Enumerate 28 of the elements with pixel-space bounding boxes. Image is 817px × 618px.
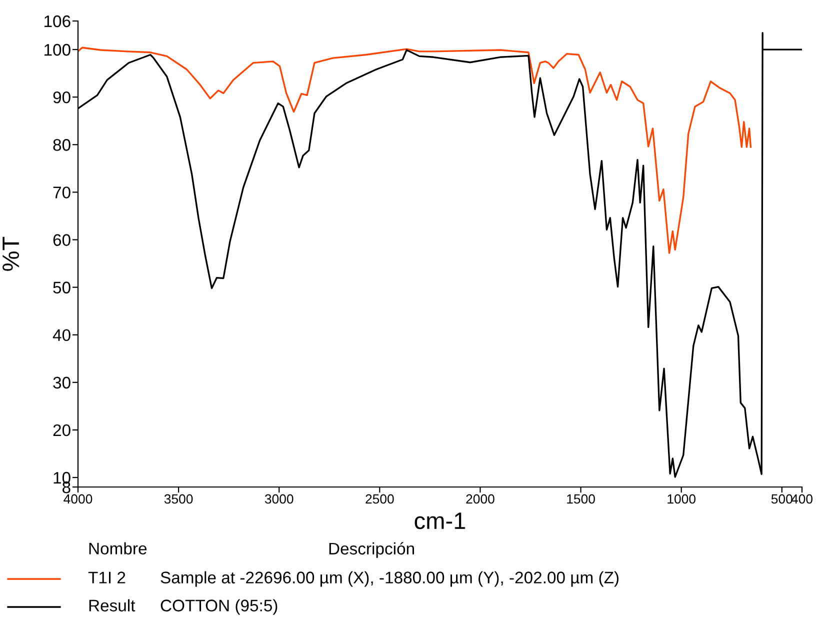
text: COTTON (95:5)	[160, 599, 278, 615]
y-tick-label: 50	[53, 282, 70, 294]
y-tick-label: 70	[53, 186, 70, 198]
x-tick-label: 2500	[366, 494, 394, 504]
y-tick-label: 40	[52, 329, 70, 342]
legend-label: T1I 2	[88, 572, 126, 584]
legend-label: Result	[89, 599, 136, 612]
legend-title: Nombre	[89, 542, 147, 554]
y-axis-title: %T	[2, 236, 20, 271]
x-tick-label: 3500	[164, 494, 193, 504]
text: Sample at -22696.00 µm (X), -1880.00 µm (Y), -202.00 µm (Z)	[160, 571, 619, 587]
x-tick-label: 2000	[466, 494, 494, 504]
y-tick-label: 20	[53, 424, 70, 436]
x-axis-title: cm-1	[414, 512, 466, 530]
y-tick-label: 106	[44, 15, 70, 28]
x-tick-label: 500	[771, 494, 792, 504]
text: Descripción	[329, 542, 414, 558]
y-tick-label: 90	[53, 91, 70, 104]
y-tick-label: 100	[44, 44, 70, 56]
y-tick-label: 60	[53, 234, 70, 246]
x-tick-label: 1500	[567, 494, 595, 504]
x-tick-label: 1000	[668, 494, 696, 504]
y-tick-label: 30	[53, 376, 70, 389]
x-tick-label: 400	[791, 494, 812, 504]
y-tick-label: 80	[53, 139, 70, 151]
line-series	[78, 46, 752, 254]
x-tick-label: 3000	[264, 494, 294, 504]
x-tick-label: 4000	[64, 494, 92, 504]
